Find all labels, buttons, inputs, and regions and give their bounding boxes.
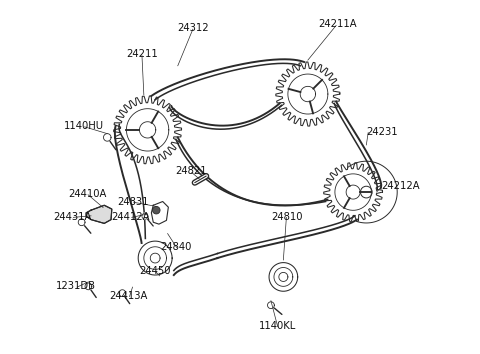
Text: 24211A: 24211A [319, 19, 357, 29]
Text: 1231DB: 1231DB [56, 281, 96, 291]
Polygon shape [85, 283, 92, 290]
Text: 24821: 24821 [175, 166, 207, 176]
Polygon shape [78, 219, 85, 225]
Text: 24412A: 24412A [111, 212, 150, 222]
Text: 24231: 24231 [366, 127, 398, 137]
Text: 1140KL: 1140KL [259, 321, 296, 331]
Text: 24831: 24831 [117, 196, 148, 206]
Text: 24810: 24810 [271, 212, 303, 222]
Polygon shape [267, 302, 274, 309]
Polygon shape [104, 134, 111, 141]
Polygon shape [142, 213, 148, 219]
Polygon shape [86, 205, 112, 223]
Text: 24450: 24450 [139, 266, 171, 276]
Text: 1140HU: 1140HU [63, 121, 104, 131]
Polygon shape [119, 290, 126, 297]
Text: 24840: 24840 [160, 242, 192, 252]
Text: 24410A: 24410A [68, 189, 107, 199]
Circle shape [153, 206, 160, 214]
Text: 24211: 24211 [126, 50, 158, 59]
Text: 24413A: 24413A [109, 291, 148, 301]
Text: 24312: 24312 [177, 23, 209, 33]
Text: 24431A: 24431A [53, 212, 91, 222]
Text: 24212A: 24212A [382, 182, 420, 192]
